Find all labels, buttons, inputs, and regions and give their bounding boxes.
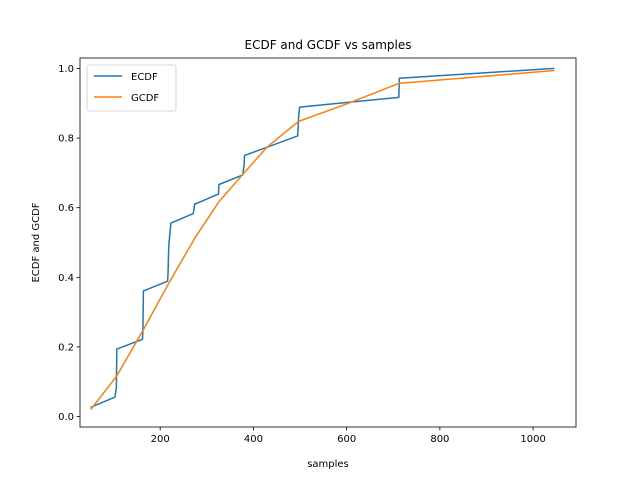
x-tick-label: 600 <box>337 434 356 445</box>
y-tick-label: 0.2 <box>58 342 74 353</box>
y-tick-label: 0.4 <box>58 273 74 284</box>
y-tick-label: 1.0 <box>58 64 74 75</box>
x-tick-label: 800 <box>430 434 449 445</box>
series-line-gcdf <box>90 69 555 410</box>
y-tick-label: 0.8 <box>58 134 74 145</box>
x-tick-label: 1000 <box>520 434 545 445</box>
chart-title: ECDF and GCDF vs samples <box>245 38 412 52</box>
y-tick-label: 0.0 <box>58 412 74 423</box>
y-axis-ticks: 0.0 0.2 0.4 0.6 0.8 1.0 <box>58 64 80 423</box>
y-tick-label: 0.6 <box>58 203 74 214</box>
legend: ECDF GCDF <box>86 64 177 112</box>
series-line-ecdf <box>90 67 555 409</box>
x-tick-label: 200 <box>151 434 170 445</box>
y-axis-label: ECDF and GCDF <box>31 202 42 282</box>
x-tick-label: 400 <box>244 434 263 445</box>
x-axis-ticks: 200 400 600 800 1000 <box>151 427 546 445</box>
x-axis-label: samples <box>307 459 349 470</box>
axes-frame <box>79 57 577 428</box>
legend-label-ecdf: ECDF <box>131 72 158 83</box>
legend-label-gcdf: GCDF <box>131 93 159 104</box>
plot-lines <box>90 67 555 410</box>
